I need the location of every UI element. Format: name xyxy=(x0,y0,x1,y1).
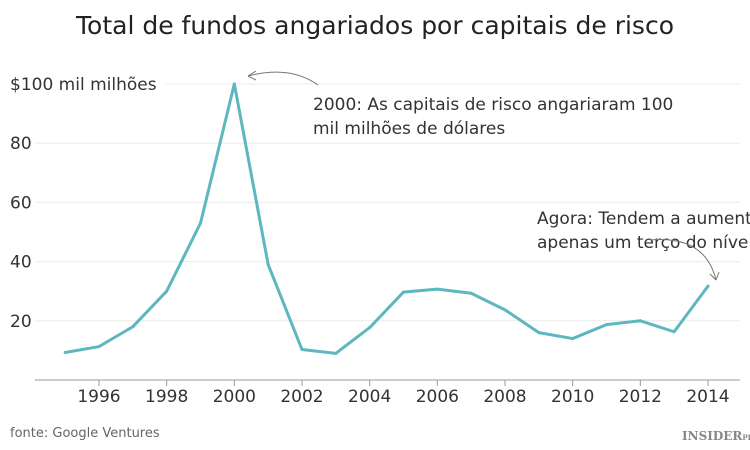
series-line xyxy=(64,82,710,355)
annotation-arrow-now xyxy=(649,239,717,281)
data-point-1999 xyxy=(199,221,202,225)
x-tick-label: 1998 xyxy=(145,387,188,407)
arrowhead-now-icon xyxy=(709,271,720,281)
chart-title: Total de fundos angariados por capitais … xyxy=(75,11,674,40)
annotation-2000-line2: mil milhões de dólares xyxy=(313,119,505,139)
x-tick-label: 2010 xyxy=(551,387,594,407)
data-point-2013 xyxy=(672,330,676,334)
source-note: fonte: Google Ventures xyxy=(10,426,160,441)
data-point-2014 xyxy=(706,284,710,288)
x-tick-label: 2008 xyxy=(483,387,526,407)
annotation-2000-line1: 2000: As capitais de risco angariaram 10… xyxy=(313,95,673,115)
y-tick-label: 20 xyxy=(10,312,32,332)
data-point-2012 xyxy=(638,319,642,323)
data-point-2007 xyxy=(469,291,473,295)
data-point-2006 xyxy=(435,287,439,291)
data-point-2008 xyxy=(503,308,507,312)
data-point-2010 xyxy=(571,337,575,341)
x-tick-label: 2002 xyxy=(280,387,323,407)
x-tick-label: 2014 xyxy=(686,387,729,407)
data-point-2002 xyxy=(300,348,304,352)
y-top-label: $100 mil milhões xyxy=(10,75,157,95)
data-point-2005 xyxy=(402,290,405,294)
data-point-2011 xyxy=(605,323,608,327)
data-point-1996 xyxy=(97,345,101,349)
annotation-now-line2: apenas um terço do nível de 2000 xyxy=(537,233,750,253)
data-point-2009 xyxy=(537,331,541,335)
annotation-now-line1: Agora: Tendem a aumentar mas xyxy=(537,209,750,229)
data-point-2003 xyxy=(334,351,338,355)
x-tick-label: 1996 xyxy=(77,387,120,407)
insider-pro-logo: INSIDERPRO xyxy=(682,429,750,443)
x-tick-label: 2006 xyxy=(416,387,459,407)
y-tick-label: 40 xyxy=(10,253,32,273)
data-point-2001 xyxy=(266,263,270,267)
data-point-1997 xyxy=(131,325,135,329)
data-point-2004 xyxy=(368,326,372,330)
data-point-1995 xyxy=(63,350,67,354)
annotation-arrow-2000 xyxy=(247,71,319,86)
y-tick-label: 60 xyxy=(10,193,32,213)
x-tick-label: 2012 xyxy=(619,387,662,407)
arrowhead-2000-icon xyxy=(247,70,257,81)
x-tick-label: 2004 xyxy=(348,387,391,407)
y-tick-label: 80 xyxy=(10,134,32,154)
data-point-2000 xyxy=(232,82,236,86)
data-point-1998 xyxy=(165,289,169,293)
x-tick-label: 2000 xyxy=(213,387,256,407)
